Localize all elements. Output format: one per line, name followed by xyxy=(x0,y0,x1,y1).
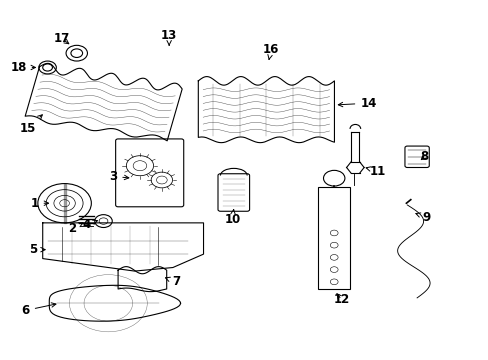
Text: 14: 14 xyxy=(338,97,376,110)
Text: 2: 2 xyxy=(68,222,83,235)
Text: 7: 7 xyxy=(165,275,180,288)
FancyBboxPatch shape xyxy=(116,139,183,207)
Polygon shape xyxy=(25,63,182,141)
Text: 17: 17 xyxy=(54,32,70,45)
Polygon shape xyxy=(42,223,203,271)
Polygon shape xyxy=(198,77,334,143)
FancyBboxPatch shape xyxy=(218,174,249,211)
Text: 10: 10 xyxy=(224,210,240,226)
Text: 15: 15 xyxy=(20,115,42,135)
Text: 16: 16 xyxy=(263,43,279,59)
Text: 9: 9 xyxy=(415,211,430,224)
Text: 4: 4 xyxy=(82,218,97,231)
Text: 18: 18 xyxy=(10,61,35,74)
FancyBboxPatch shape xyxy=(404,146,428,167)
Polygon shape xyxy=(118,267,166,292)
Bar xyxy=(318,187,349,289)
Text: 8: 8 xyxy=(419,150,427,163)
Text: 6: 6 xyxy=(21,303,56,317)
Text: 3: 3 xyxy=(109,170,128,183)
Text: 11: 11 xyxy=(366,165,386,177)
Polygon shape xyxy=(49,285,180,321)
Text: 12: 12 xyxy=(333,293,349,306)
Text: 13: 13 xyxy=(161,29,177,45)
Text: 1: 1 xyxy=(30,197,48,210)
Text: 5: 5 xyxy=(29,243,45,256)
